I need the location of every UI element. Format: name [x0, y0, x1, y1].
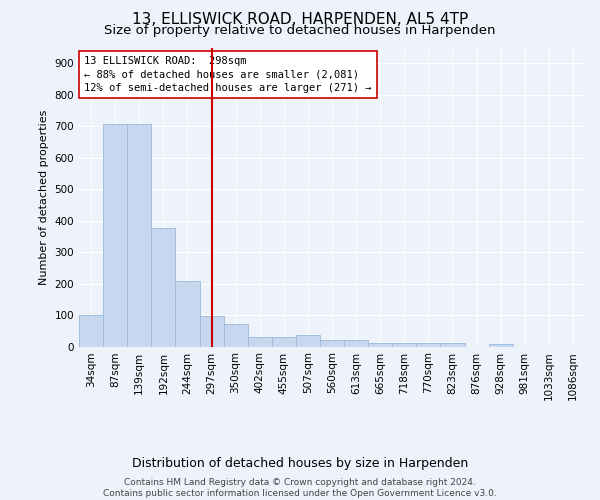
Bar: [296, 336, 320, 346]
Bar: [175, 282, 200, 346]
Bar: [392, 344, 416, 346]
Bar: [200, 316, 224, 346]
Bar: [416, 344, 440, 346]
Text: Distribution of detached houses by size in Harpenden: Distribution of detached houses by size …: [132, 458, 468, 470]
Text: 13, ELLISWICK ROAD, HARPENDEN, AL5 4TP: 13, ELLISWICK ROAD, HARPENDEN, AL5 4TP: [132, 12, 468, 28]
Bar: [344, 340, 368, 346]
Y-axis label: Number of detached properties: Number of detached properties: [39, 110, 49, 284]
Bar: [368, 344, 392, 346]
Bar: [488, 344, 513, 346]
Bar: [224, 324, 248, 346]
Bar: [103, 124, 127, 346]
Bar: [127, 124, 151, 346]
Bar: [79, 315, 103, 346]
Bar: [151, 228, 175, 346]
Bar: [440, 344, 464, 346]
Text: Size of property relative to detached houses in Harpenden: Size of property relative to detached ho…: [104, 24, 496, 37]
Text: Contains HM Land Registry data © Crown copyright and database right 2024.
Contai: Contains HM Land Registry data © Crown c…: [103, 478, 497, 498]
Bar: [248, 337, 272, 346]
Text: 13 ELLISWICK ROAD:  298sqm
← 88% of detached houses are smaller (2,081)
12% of s: 13 ELLISWICK ROAD: 298sqm ← 88% of detac…: [84, 56, 371, 93]
Bar: [320, 340, 344, 346]
Bar: [272, 337, 296, 346]
